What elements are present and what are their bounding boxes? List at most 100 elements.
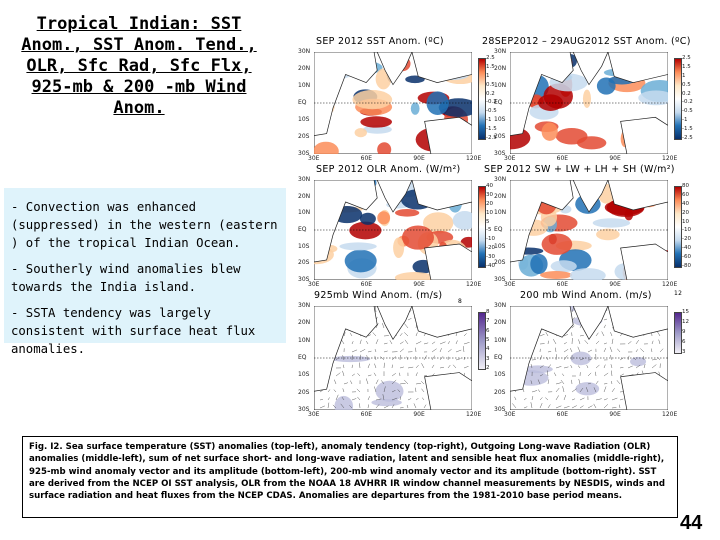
lon-label: 30E xyxy=(504,281,516,288)
panel-wind200: 200 mb Wind Anom. (m/s) 12 30N 20N 10N EQ 10… xyxy=(494,288,718,418)
colorbar xyxy=(674,58,682,140)
colorbar-label: 60 xyxy=(682,191,689,198)
colorbar-label: -0.2 xyxy=(682,99,693,106)
lon-label: 120E xyxy=(662,155,678,162)
map-wind925: 30N 20N 10N EQ 10S 20S 30S 30E 60E 90E 120E 8 7 6 5 4 3 2 xyxy=(298,302,490,418)
colorbar-label: -80 xyxy=(682,263,691,269)
colorbar-label: 1 xyxy=(682,72,686,79)
lat-label: 10S xyxy=(494,116,506,123)
lat-label: EQ xyxy=(494,99,503,106)
colorbar-label: 40 xyxy=(486,183,493,189)
colorbar-label: -0.2 xyxy=(486,99,497,106)
lat-label: 20N xyxy=(298,192,311,200)
lat-label: 20S xyxy=(298,259,310,267)
colorbar-label: -10 xyxy=(682,227,691,234)
lon-label: 90E xyxy=(609,155,621,162)
lon-label: 120E xyxy=(662,411,678,418)
colorbar-label: 20 xyxy=(682,209,689,216)
colorbar-label: 1 xyxy=(486,72,490,79)
lon-label: 60E xyxy=(556,155,569,162)
map-sst-tend: 30N 20N 10N EQ 10S 20S 30S 30E 60E 90E 120E 2.5 1.5 1… xyxy=(494,48,693,162)
colorbar-label: -2.5 xyxy=(682,135,693,141)
lat-label: 20N xyxy=(494,192,507,200)
colorbar-label: -1 xyxy=(682,117,688,124)
panel-title-wind200: 200 mb Wind Anom. (m/s) xyxy=(520,290,652,301)
lon-label: 90E xyxy=(413,155,425,162)
bullet-box: - Convection was enhanced (suppressed) i… xyxy=(4,188,286,356)
colorbar-label: 2.5 xyxy=(682,55,691,61)
colorbar-label: 15 xyxy=(682,309,689,315)
lat-label: EQ xyxy=(494,226,503,233)
colorbar-label: 10 xyxy=(486,209,493,216)
lat-label: 10N xyxy=(298,209,311,217)
lat-label: 10N xyxy=(494,82,507,89)
colorbar xyxy=(674,312,682,354)
lat-label: 10S xyxy=(298,242,310,250)
map-sst: 30N 20N 10N EQ 10S 20S 30S 30E 60E 90E 120E 2.5 1.5 1… xyxy=(298,48,497,162)
ref-vector-200: 12 xyxy=(674,290,683,297)
lon-label: 60E xyxy=(360,281,373,288)
lat-label: 10N xyxy=(298,82,311,89)
lon-label: 30E xyxy=(308,155,320,162)
lat-label: 30N xyxy=(494,48,507,55)
panel-wind925: 925mb Wind Anom. (m/s) 8 30N 20N 10N EQ 10S 2… xyxy=(292,288,496,418)
lat-label: 30N xyxy=(298,176,311,183)
panel-title-wind925: 925mb Wind Anom. (m/s) xyxy=(314,290,443,301)
lon-label: 120E xyxy=(662,281,678,288)
bullet-wind: - Southerly wind anomalies blew towards … xyxy=(11,262,241,294)
panel-title-olr: SEP 2012 OLR Anom. (W/m²) xyxy=(316,164,461,175)
lon-label: 30E xyxy=(504,155,516,162)
lat-label: 10S xyxy=(298,116,310,123)
colorbar-label: -1 xyxy=(486,117,492,124)
lon-label: 120E xyxy=(466,281,482,288)
colorbar-label: 0.5 xyxy=(682,81,691,88)
lat-label: 10S xyxy=(494,371,506,379)
map-flux: 30N 20N 10N EQ 10S 20S 30S 30E 60E 90E 120E 80 60 40 2… xyxy=(494,176,691,288)
colorbar-label: 7 xyxy=(486,318,490,325)
colorbar-label: -0.5 xyxy=(682,108,693,115)
colorbar-label: 40 xyxy=(682,200,689,207)
ref-vector-925: 8 xyxy=(458,298,463,305)
panel-flux: SEP 2012 SW + LW + LH + SH (W/m²) 30N 20N… xyxy=(484,162,718,290)
map-canvas xyxy=(314,180,472,280)
lat-label: EQ xyxy=(298,354,307,361)
lon-label: 30E xyxy=(308,281,320,288)
colorbar-label: -40 xyxy=(486,263,495,269)
colorbar-label: -60 xyxy=(682,254,691,261)
colorbar-label: 5 xyxy=(486,218,490,225)
lon-label: 60E xyxy=(556,281,569,288)
lat-label: 30N xyxy=(494,302,507,309)
map-wind200: 30N 20N 10N EQ 10S 20S 30S 30E 60E 90E 120E 15 12 9 6 3 xyxy=(494,302,689,418)
map-canvas xyxy=(510,306,668,410)
colorbar-label: 5 xyxy=(486,337,490,343)
colorbar xyxy=(478,186,486,268)
lat-label: EQ xyxy=(298,99,307,106)
colorbar-label: 0.2 xyxy=(682,90,691,97)
colorbar-label: 2 xyxy=(486,365,490,371)
colorbar-label: 9 xyxy=(682,329,686,335)
lon-label: 90E xyxy=(413,281,425,288)
figure-caption: Fig. I2. Sea surface temperature (SST) a… xyxy=(22,436,678,518)
lon-label: 120E xyxy=(466,155,482,162)
lat-label: EQ xyxy=(298,226,307,233)
lon-label: 60E xyxy=(556,411,569,418)
page-number: 44 xyxy=(680,512,703,534)
colorbar-label: 12 xyxy=(682,319,689,325)
lat-label: 10S xyxy=(298,371,310,379)
colorbar xyxy=(478,58,486,140)
panel-title-sst-tend: 28SEP2012 – 29AUG2012 SST Anom. (ºC) xyxy=(482,36,691,47)
colorbar-label: 6 xyxy=(486,327,490,334)
lat-label: 20S xyxy=(494,388,506,396)
lon-label: 90E xyxy=(413,411,425,418)
lat-label: 20N xyxy=(494,65,507,72)
panel-title-flux: SEP 2012 SW + LW + LH + SH (W/m²) xyxy=(484,164,675,175)
lon-label: 120E xyxy=(466,411,482,418)
colorbar-label: 1.5 xyxy=(486,63,495,70)
colorbar-label: 3 xyxy=(682,349,686,355)
colorbar-label: 4 xyxy=(486,346,490,353)
colorbar-label: 6 xyxy=(682,339,686,345)
lat-label: 30S xyxy=(494,276,506,283)
colorbar xyxy=(478,312,486,370)
slide-title: Tropical Indian: SST Anom., SST Anom. Te… xyxy=(21,14,257,118)
lat-label: 20N xyxy=(298,65,311,72)
